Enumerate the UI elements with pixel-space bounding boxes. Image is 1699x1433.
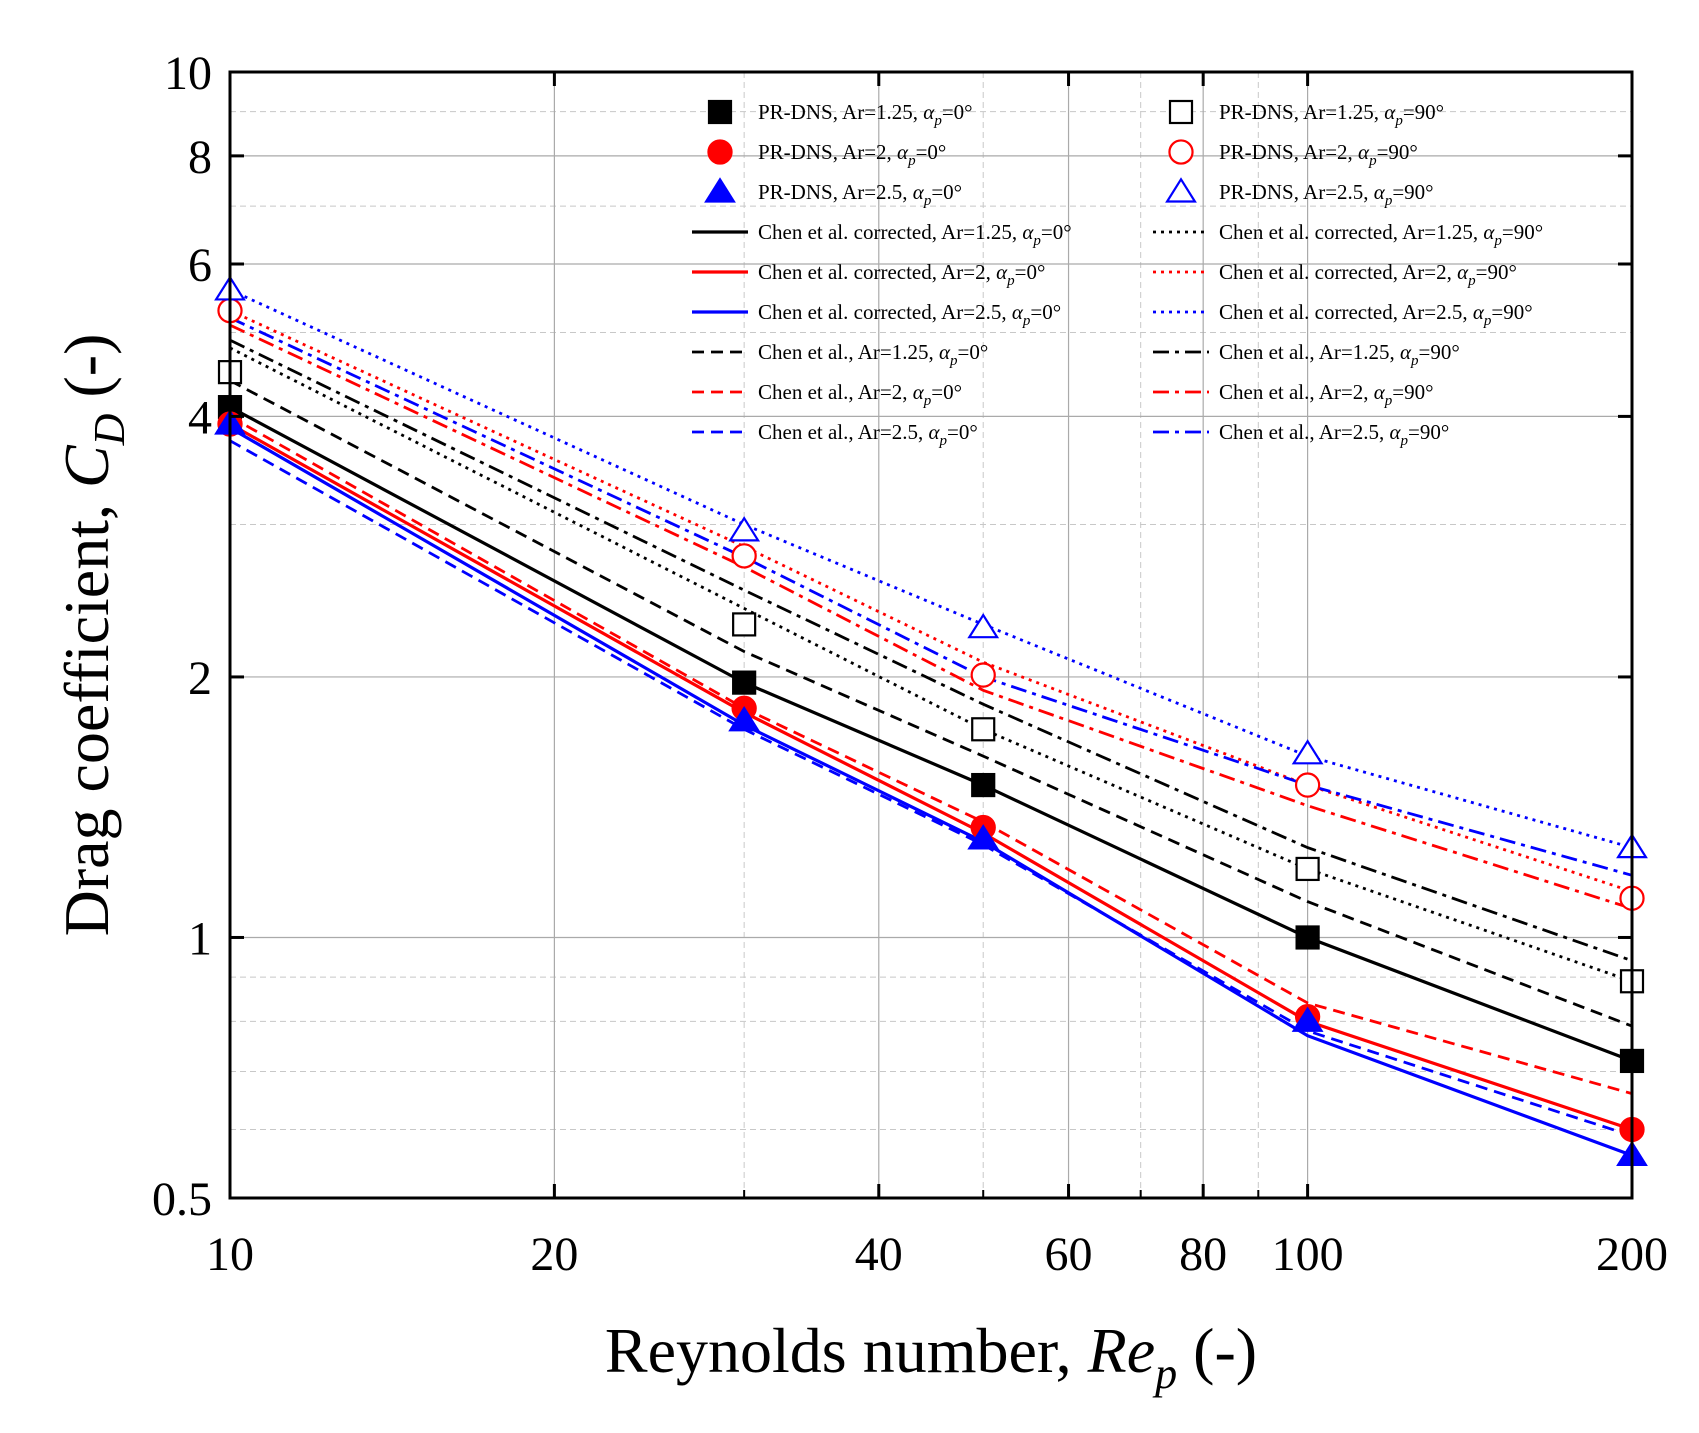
data-point-1-4 (1295, 925, 1320, 950)
data-point-1-2 (732, 670, 757, 695)
data-point-3-2 (728, 706, 761, 732)
data-point-1-3 (971, 772, 996, 798)
legend-label: Chen et al., Ar=1.25, αp=90° (1219, 340, 1460, 369)
legend-entry-2: PR-DNS, Ar=1.25, αp=90° (1168, 99, 1444, 129)
legend-label: Chen et al. corrected, Ar=2, αp=0° (758, 260, 1045, 289)
legend-label: Chen et al., Ar=2, αp=90° (1219, 380, 1434, 409)
x-axis-title-unit: (-) (1177, 1315, 1257, 1386)
y-tick-label: 0.5 (152, 1173, 212, 1226)
axis-ticks: 10 20 40 60 80 100 200 0.5 1 2 4 6 8 10 (152, 47, 1668, 1281)
x-tick-label: 10 (206, 1228, 254, 1281)
data-point-4-4 (1295, 856, 1320, 882)
legend-entry-18: Chen et al., Ar=2.5, αp=90° (1153, 420, 1449, 449)
legend-entry-8: Chen et al. corrected, Ar=1.25, αp=90° (1153, 220, 1543, 249)
plot-frame (228, 70, 1634, 1200)
legend-entry-4: PR-DNS, Ar=2, αp=90° (1168, 139, 1418, 169)
legend-marker (1168, 99, 1194, 125)
data-point-4-2 (732, 612, 757, 637)
x-axis-title-var: Re (1087, 1315, 1156, 1386)
legend-label: PR-DNS, Ar=2.5, αp=90° (1219, 180, 1434, 209)
legend-entry-5: PR-DNS, Ar=2.5, αp=0° (704, 177, 962, 209)
x-tick-label: 60 (1045, 1228, 1093, 1281)
legend-entry-14: Chen et al., Ar=1.25, αp=90° (1153, 340, 1460, 369)
legend-label: Chen et al. corrected, Ar=2.5, αp=0° (758, 300, 1061, 329)
data-point-6-2 (728, 516, 761, 542)
y-axis-title: Drag coefficient, CD (-) (51, 334, 134, 937)
series-line-4 (229, 379, 1633, 1028)
x-tick-label: 80 (1179, 1228, 1227, 1281)
legend-marker (1168, 139, 1194, 165)
legend-entry-13: Chen et al., Ar=1.25, αp=0° (692, 340, 988, 369)
legend-entry-12: Chen et al. corrected, Ar=2.5, αp=90° (1153, 300, 1533, 329)
legend-entry-7: Chen et al. corrected, Ar=1.25, αp=0° (692, 220, 1072, 249)
legend-entry-1: PR-DNS, Ar=1.25, αp=0° (707, 99, 973, 129)
y-tick-label: 2 (188, 652, 212, 705)
data-point-5-3 (970, 662, 996, 688)
data-point-3-3 (967, 824, 1000, 850)
x-tick-label: 100 (1272, 1228, 1344, 1281)
y-axis-title-text: Drag coefficient, (51, 488, 122, 936)
y-tick-label: 8 (188, 131, 212, 184)
data-point-5-2 (731, 543, 757, 569)
legend-label: Chen et al., Ar=2.5, αp=90° (1219, 420, 1449, 449)
legend-label: PR-DNS, Ar=2.5, αp=0° (758, 180, 962, 209)
legend-label: Chen et al. corrected, Ar=2, αp=90° (1219, 260, 1517, 289)
legend-entry-10: Chen et al. corrected, Ar=2, αp=90° (1153, 260, 1517, 289)
y-axis-title-sub: D (85, 413, 134, 446)
data-point-3-4 (1291, 1006, 1324, 1032)
legend-label: PR-DNS, Ar=2, αp=0° (758, 140, 946, 169)
y-tick-label: 6 (188, 239, 212, 292)
legend-marker (1165, 177, 1197, 203)
legend-entry-6: PR-DNS, Ar=2.5, αp=90° (1165, 177, 1434, 209)
legend-label: PR-DNS, Ar=2, αp=90° (1219, 140, 1418, 169)
y-tick-label: 1 (188, 912, 212, 965)
legend-entry-9: Chen et al. corrected, Ar=2, αp=0° (692, 260, 1045, 289)
legend-marker (707, 139, 733, 165)
data-point-4-3 (971, 717, 996, 742)
x-tick-label: 20 (530, 1228, 578, 1281)
legend-label: PR-DNS, Ar=1.25, αp=0° (758, 100, 973, 129)
legend-label: Chen et al. corrected, Ar=1.25, αp=0° (758, 220, 1072, 249)
y-tick-label: 10 (164, 47, 212, 100)
legend-entry-15: Chen et al., Ar=2, αp=0° (692, 380, 962, 409)
legend-label: Chen et al. corrected, Ar=1.25, αp=90° (1219, 220, 1543, 249)
legend-entry-17: Chen et al., Ar=2.5, αp=0° (692, 420, 978, 449)
y-axis-title-var: C (51, 444, 122, 488)
x-axis-title: Reynolds number, Rep (-) (605, 1315, 1257, 1398)
legend-marker (707, 99, 733, 125)
data-point-6-4 (1291, 739, 1324, 765)
series-line-8 (229, 309, 1633, 893)
legend-label: Chen et al., Ar=2, αp=0° (758, 380, 962, 409)
legend-entry-16: Chen et al., Ar=2, αp=90° (1153, 380, 1434, 409)
legend-label: Chen et al., Ar=1.25, αp=0° (758, 340, 988, 369)
legend-label: Chen et al., Ar=2.5, αp=0° (758, 420, 978, 449)
x-tick-label: 40 (855, 1228, 903, 1281)
x-tick-label: 200 (1596, 1228, 1668, 1281)
legend-label: Chen et al. corrected, Ar=2.5, αp=90° (1219, 300, 1533, 329)
x-axis-title-text: Reynolds number, (605, 1315, 1088, 1386)
series-line-11 (229, 323, 1633, 910)
legend-marker (704, 177, 736, 203)
y-axis-title-unit: (-) (51, 334, 122, 414)
legend-label: PR-DNS, Ar=1.25, αp=90° (1219, 100, 1444, 129)
data-point-6-3 (967, 612, 1000, 639)
legend-entry-11: Chen et al. corrected, Ar=2.5, αp=0° (692, 300, 1061, 329)
series-line-7 (229, 346, 1633, 983)
data-point-5-4 (1294, 772, 1321, 798)
y-tick-label: 4 (188, 391, 212, 444)
legend: PR-DNS, Ar=1.25, αp=0° PR-DNS, Ar=1.25, α… (692, 99, 1543, 449)
legend-entry-3: PR-DNS, Ar=2, αp=0° (707, 139, 946, 169)
series-line-10 (229, 338, 1633, 963)
x-axis-title-sub: p (1152, 1349, 1177, 1398)
